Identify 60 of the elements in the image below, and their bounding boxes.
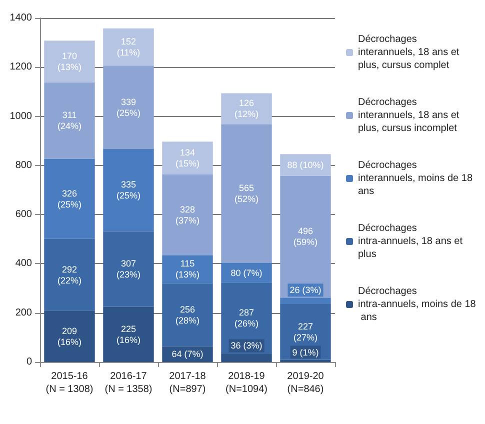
bar: [162, 255, 213, 284]
x-tick-label: 2016-17 (N = 1358): [104, 371, 152, 395]
y-tick-label: 200: [15, 307, 32, 318]
y-tick-label: 1400: [10, 12, 32, 24]
y-tick-label: 1200: [10, 62, 32, 73]
data-label: 227 (27%): [293, 321, 318, 342]
bar: [162, 142, 213, 175]
data-label: 311 (24%): [57, 110, 82, 132]
x-tick-label: 2015-16 (N = 1308): [46, 371, 94, 395]
data-label: 134 (15%): [175, 148, 200, 169]
bar: [103, 66, 154, 149]
data-label: 287 (26%): [234, 307, 259, 328]
data-label: 80 (7%): [230, 268, 262, 278]
y-tick-label: 0: [26, 356, 32, 368]
legend-label: Décrochages interannuels, moins de 18 ans: [358, 160, 476, 197]
data-label: 115 (13%): [175, 258, 200, 280]
data-label: 209 (16%): [57, 326, 82, 347]
y-tick-label: 600: [15, 209, 32, 220]
data-label: 565 (52%): [234, 183, 259, 204]
bar: [162, 174, 213, 256]
bar: [44, 238, 95, 311]
x-tick-label: 2019-20 (N=846): [287, 371, 324, 395]
data-label: 64 (7%): [172, 349, 204, 360]
bar: [44, 310, 95, 362]
data-label: 335 (25%): [116, 180, 141, 201]
legend-label: Décrochages intra-annuels, 18 ans et plus: [358, 223, 466, 260]
bar: [44, 40, 95, 82]
legend-label: Décrochages interannuels, 18 ans et plus, cursus incomplet: [358, 97, 462, 134]
x-tick-label: 2018-19 (N=1094): [226, 371, 268, 395]
data-label: 225 (16%): [116, 324, 141, 345]
y-tick-label: 800: [15, 160, 32, 171]
x-tick-label: 2017-18 (N=897): [169, 371, 206, 395]
data-label: 26 (3%): [290, 285, 322, 296]
data-label: 326 (25%): [57, 188, 82, 210]
bar: [280, 176, 331, 298]
data-label: 9 (1%): [292, 347, 319, 358]
bar: [44, 158, 95, 239]
bar: [103, 306, 154, 362]
data-label: 88 (10%): [287, 160, 324, 170]
data-label: 170 (13%): [57, 50, 82, 72]
data-label: 307 (23%): [116, 258, 141, 280]
data-label: 36 (3%): [230, 340, 262, 351]
data-label: 152 (11%): [116, 36, 140, 58]
bar: [221, 93, 272, 124]
data-label: 292 (22%): [57, 264, 82, 286]
legend-label: Décrochages intra-annuels, moins de 18 ans: [358, 286, 476, 323]
data-label: 256 (28%): [175, 304, 200, 326]
data-label: 328 (37%): [175, 204, 200, 226]
bar: [103, 231, 154, 307]
data-label: 126 (12%): [234, 98, 259, 120]
y-tick-label: 400: [15, 258, 32, 270]
bar: [162, 283, 213, 346]
legend-label: Décrochages interannuels, 18 ans et plus, cursus complet: [358, 34, 462, 71]
data-label: 339 (25%): [116, 96, 141, 118]
bar: [103, 148, 154, 232]
bar: [44, 82, 95, 159]
bar: [221, 124, 272, 263]
bar: [103, 28, 154, 66]
y-tick-label: 1000: [10, 110, 32, 122]
data-label: 496 (59%): [293, 226, 318, 248]
